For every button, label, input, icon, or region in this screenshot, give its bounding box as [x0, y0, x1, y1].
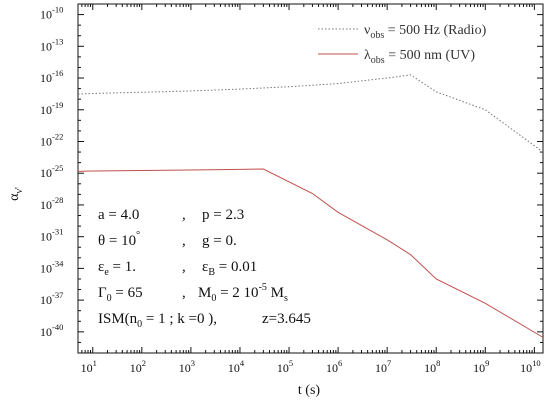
series-uv-line [77, 168, 544, 338]
y-tick-labels: 10-10 10-13 10-16 10-19 10-22 10-25 10-28 10-31… [40, 5, 64, 339]
x-tick-label: 101 [81, 358, 97, 375]
y-tick-label: 10-31 [40, 227, 63, 244]
legend-label-uv: λobs = 500 nm (UV) [364, 48, 475, 66]
legend-label-radio: νobs = 500 Hz (Radio) [364, 23, 487, 41]
x-axis-title: t (s) [298, 383, 321, 398]
x-tick-label: 105 [277, 358, 293, 375]
y-axis-title: αν' [7, 187, 25, 201]
param-line-3: εe = 1., εB = 0.01 [98, 259, 257, 278]
series-layer [77, 74, 544, 338]
param-line-4: Γ0 = 65, M0 = 2 10-5 Ms [98, 282, 288, 304]
x-tick-label: 107 [375, 358, 391, 375]
x-tick-label: 104 [228, 358, 245, 375]
y-tick-label: 10-34 [40, 258, 64, 275]
y-tick-label: 10-37 [40, 290, 63, 307]
y-tick-label: 10-13 [40, 36, 63, 53]
y-tick-label: 10-40 [40, 322, 63, 339]
x-tick-label: 106 [326, 358, 342, 375]
param-line-5: ISM(n0 = 1 ; k =0 ), z=3.645 [98, 311, 311, 330]
y-tick-label: 10-22 [40, 131, 63, 148]
x-tick-label: 109 [473, 358, 489, 375]
x-tick-label: 102 [130, 358, 146, 375]
y-tick-label: 10-10 [40, 5, 63, 22]
y-tick-label: 10-19 [40, 100, 63, 117]
x-tick-labels: 101 102 103 104 105 106 107 108 109 1010 [81, 358, 541, 375]
axis-ticks [77, 3, 543, 354]
param-line-2: θ = 10°, g = 0. [98, 230, 237, 249]
legend: νobs = 500 Hz (Radio) λobs = 500 nm (UV) [318, 23, 487, 66]
x-tick-label: 103 [179, 358, 195, 375]
parameter-annotations: a = 4.0, p = 2.3 θ = 10°, g = 0. εe = 1., ε… [98, 207, 311, 330]
x-tick-label: 108 [424, 358, 440, 375]
y-tick-label: 10-25 [40, 163, 63, 180]
param-line-1: a = 4.0, p = 2.3 [98, 207, 244, 223]
y-tick-label: 10-28 [40, 195, 63, 212]
plot-frame [77, 3, 544, 354]
x-tick-label: 1010 [520, 358, 541, 375]
series-radio-line [77, 74, 544, 153]
y-tick-label: 10-16 [40, 68, 63, 85]
